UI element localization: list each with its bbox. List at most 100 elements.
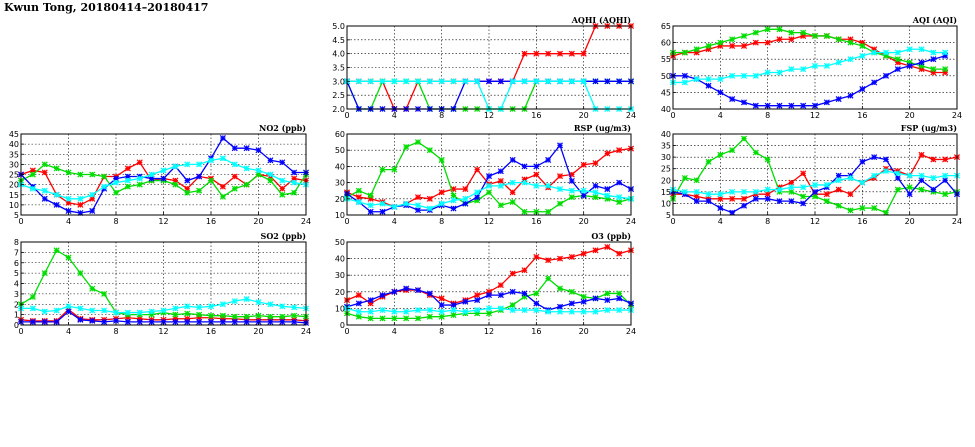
no2-ytick-label-2: 15 xyxy=(9,191,19,200)
aqi-series-3-point-21 xyxy=(918,46,925,53)
no2-xtick-label-5: 20 xyxy=(253,217,263,226)
o3-series-1-point-6 xyxy=(414,315,422,322)
aqi-ytick-label-4: 60 xyxy=(661,39,671,48)
so2-series-1-point-14 xyxy=(184,310,191,317)
aqi-ytick-label-2: 50 xyxy=(661,72,671,81)
aqi-series-3-point-6 xyxy=(740,72,748,79)
so2-series-2-point-22 xyxy=(279,318,286,325)
so2-series-1-point-15 xyxy=(196,311,203,318)
rsp-ytick-label-5: 60 xyxy=(335,130,345,139)
fsp-series-2-point-22 xyxy=(930,186,937,193)
so2-series-3-point-10 xyxy=(136,309,143,316)
aqhi-ytick-label-5: 4.5 xyxy=(332,36,345,45)
o3-series-3-point-3 xyxy=(379,307,386,314)
so2-series-1-point-6 xyxy=(89,285,96,292)
aqi-series-0-point-6 xyxy=(740,42,748,49)
aqhi-series-2-point-22 xyxy=(604,78,611,85)
aqi-series-2-point-19 xyxy=(894,66,901,73)
so2-series-3-point-9 xyxy=(124,309,131,316)
so2-series-1-point-4 xyxy=(65,254,72,261)
no2-series-1-point-8 xyxy=(112,189,120,196)
rsp-series-0-point-20 xyxy=(580,161,587,168)
no2-ytick-label-3: 20 xyxy=(9,181,19,190)
o3-series-2-point-12 xyxy=(485,292,493,299)
fsp-series-2-point-6 xyxy=(740,202,748,209)
rsp-series-3-point-10 xyxy=(462,195,469,202)
rsp-series-3-point-7 xyxy=(426,205,433,212)
no2-xtick-label-0: 0 xyxy=(18,217,23,226)
aqhi-series-3-point-3 xyxy=(379,78,386,85)
rsp-series-2-point-2 xyxy=(367,208,374,215)
o3-series-0-point-1 xyxy=(355,292,362,299)
so2-series-1-point-23 xyxy=(291,312,298,319)
rsp-series-3-point-8 xyxy=(438,200,445,207)
aqi-series-1-point-22 xyxy=(930,66,937,73)
o3-series-2-point-10 xyxy=(462,298,469,305)
aqi-series-1-point-7 xyxy=(752,29,759,36)
no2-xtick-label-3: 12 xyxy=(158,217,168,226)
so2-series-3-point-3 xyxy=(53,307,60,314)
o3-series-0-point-15 xyxy=(521,267,528,274)
aqhi-series-3-point-9 xyxy=(450,78,457,85)
rsp-series-3-point-18 xyxy=(556,186,564,193)
rsp-series-2-point-22 xyxy=(604,186,611,193)
rsp-series-3-point-4 xyxy=(391,203,398,210)
no2-series-2-point-15 xyxy=(196,173,203,180)
fsp-series-1-point-15 xyxy=(847,207,854,214)
rsp-series-1-point-6 xyxy=(414,139,422,146)
aqi-series-2-point-6 xyxy=(740,99,748,106)
fsp-series-3-point-22 xyxy=(930,174,937,181)
o3-ytick-label-1: 10 xyxy=(335,304,345,313)
aqi-series-2-line xyxy=(673,55,946,107)
fsp-series-2-point-21 xyxy=(918,177,925,184)
fsp-series-0-point-22 xyxy=(930,156,937,163)
o3-series-2-point-11 xyxy=(474,297,481,304)
o3-series-3-point-8 xyxy=(438,308,445,315)
rsp-series-1-point-12 xyxy=(485,189,493,196)
so2-ytick-label-0: 0 xyxy=(14,321,19,330)
so2-ytick-label-8: 8 xyxy=(14,238,19,247)
fsp-series-1-point-10 xyxy=(788,188,795,195)
o3-panel: O3 (ppb) 0 4 8 12 16 20 24 0 10 20 30 40 50 xyxy=(335,231,636,336)
fsp-series-3-point-13 xyxy=(823,181,830,188)
aqhi-series-3-point-6 xyxy=(414,78,422,85)
no2-series-3-point-15 xyxy=(196,161,203,168)
o3-series-0-point-14 xyxy=(509,270,516,277)
no2-series-3-point-21 xyxy=(267,171,274,178)
so2-series-2-point-15 xyxy=(196,318,203,325)
no2-series-3-point-4 xyxy=(65,195,72,202)
aqi-xtick-label-2: 8 xyxy=(765,111,770,120)
no2-series-3-point-14 xyxy=(184,161,191,168)
no2-series-3-point-18 xyxy=(231,161,238,168)
fsp-series-2-point-7 xyxy=(752,195,759,202)
so2-xtick-label-3: 12 xyxy=(158,327,168,336)
aqhi-series-0-point-16 xyxy=(533,50,540,57)
o3-series-1-point-20 xyxy=(580,293,587,300)
fsp-series-1-point-20 xyxy=(906,184,913,191)
rsp-series-2-point-10 xyxy=(462,200,469,207)
rsp-series-3-point-20 xyxy=(580,187,587,194)
o3-series-1-point-1 xyxy=(355,313,362,320)
o3-series-1-point-19 xyxy=(568,288,575,295)
no2-series-3-point-7 xyxy=(101,183,108,190)
aqi-series-2-point-4 xyxy=(717,89,724,96)
so2-series-2-point-9 xyxy=(124,318,131,325)
no2-series-2-point-21 xyxy=(267,157,274,164)
so2-series-3-point-4 xyxy=(65,303,72,310)
no2-series-1-point-22 xyxy=(279,191,286,198)
no2-ytick-label-0: 5 xyxy=(14,211,19,220)
rsp-series-1-point-2 xyxy=(367,192,374,199)
o3-series-3-point-11 xyxy=(474,307,481,314)
fsp-plot-frame xyxy=(672,133,958,216)
fsp-series-1-point-19 xyxy=(894,186,901,193)
o3-series-2-point-8 xyxy=(438,302,445,309)
so2-ytick-label-4: 4 xyxy=(14,280,19,289)
no2-series-3-point-10 xyxy=(136,175,143,182)
aqi-series-3-point-15 xyxy=(847,56,854,63)
fsp-series-3-point-17 xyxy=(871,172,878,179)
so2-series-2-point-18 xyxy=(231,318,238,325)
so2-series-3-point-20 xyxy=(255,299,262,306)
so2-series-1-point-16 xyxy=(207,312,215,319)
aqhi-series-3-point-15 xyxy=(521,78,528,85)
no2-series-2-point-14 xyxy=(184,177,191,184)
